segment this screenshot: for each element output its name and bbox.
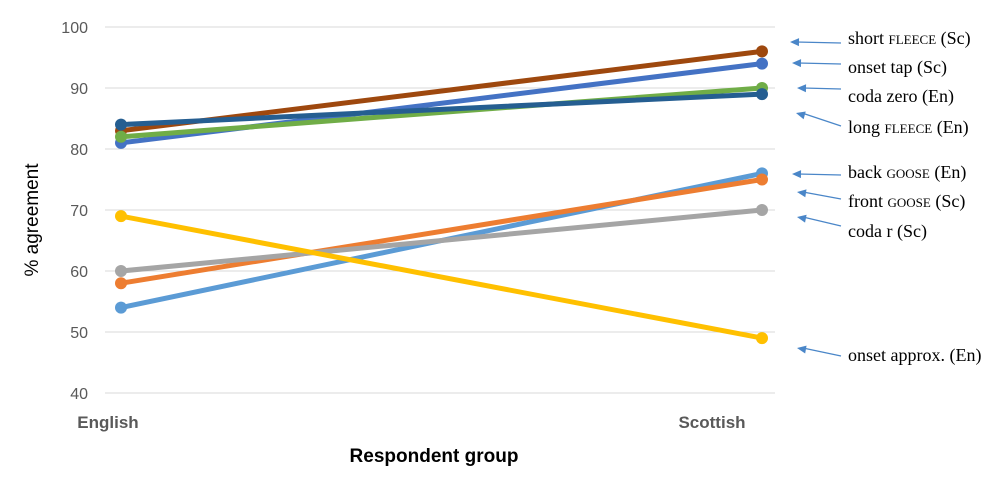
- legend-arrow-line: [802, 191, 842, 200]
- legend: short FLEECE (Sc) onset tap (Sc) coda zero…: [790, 28, 981, 366]
- legend-label-tail: (En): [932, 117, 968, 138]
- legend-entry: coda zero (En): [797, 84, 954, 107]
- x-axis-title: Respondent group: [350, 446, 519, 467]
- legend-label-tail: (En): [930, 162, 966, 183]
- series-line: [118, 91, 765, 128]
- series-7: [115, 210, 768, 345]
- legend-label-smallcaps: FLEECE: [885, 121, 933, 136]
- data-point: [756, 332, 768, 345]
- legend-entry: long FLEECE (En): [796, 111, 969, 138]
- legend-entry: coda r (Sc): [797, 214, 927, 242]
- x-axis-categories: English Scottish: [77, 413, 745, 432]
- legend-entry: back GOOSE (En): [792, 162, 966, 183]
- legend-arrowhead-icon: [797, 214, 807, 223]
- data-point: [115, 210, 127, 223]
- y-tick-label: 70: [70, 203, 88, 220]
- legend-label-main: long: [848, 117, 885, 137]
- legend-entry: front GOOSE (Sc): [797, 189, 965, 212]
- data-point: [115, 130, 127, 143]
- legend-label-main: coda zero (En): [848, 86, 954, 107]
- legend-label-main: front: [848, 191, 888, 211]
- legend-arrow-line: [802, 87, 842, 90]
- series-6: [115, 204, 768, 277]
- legend-label-smallcaps: GOOSE: [886, 166, 929, 181]
- data-point: [115, 301, 127, 314]
- legend-label: short FLEECE (Sc): [848, 28, 971, 49]
- y-tick-label: 80: [70, 142, 88, 159]
- series-line: [118, 213, 765, 341]
- series-line: [118, 207, 765, 274]
- legend-arrowhead-icon: [797, 84, 807, 93]
- series-0: [115, 45, 768, 137]
- legend-label-main: short: [848, 28, 889, 48]
- legend-arrowhead-icon: [797, 189, 807, 198]
- y-axis-ticks: 40 50 60 70 80 90 100: [61, 20, 88, 403]
- legend-arrow-line: [802, 347, 842, 357]
- data-point: [115, 277, 127, 290]
- series-line: [118, 177, 765, 286]
- data-point: [115, 265, 127, 277]
- legend-label-smallcaps: FLEECE: [889, 32, 937, 47]
- legend-label: long FLEECE (En): [848, 117, 969, 138]
- legend-label-main: back: [848, 162, 886, 182]
- legend-arrow-line: [802, 216, 842, 227]
- y-tick-label: 100: [61, 20, 88, 37]
- series-line: [118, 85, 765, 140]
- legend-label-tail: (Sc): [936, 28, 971, 49]
- legend-label-smallcaps: GOOSE: [888, 195, 931, 210]
- legend-entry: short FLEECE (Sc): [790, 28, 971, 49]
- legend-arrow-line: [801, 112, 842, 127]
- legend-arrow-line: [797, 62, 842, 65]
- legend-arrowhead-icon: [792, 59, 802, 68]
- legend-arrow-line: [797, 173, 842, 176]
- legend-label: onset tap (Sc): [848, 57, 947, 78]
- data-point: [756, 173, 768, 186]
- y-tick-label: 50: [70, 325, 88, 342]
- legend-label: back GOOSE (En): [848, 162, 966, 183]
- y-tick-label: 90: [70, 81, 88, 98]
- legend-arrowhead-icon: [796, 111, 806, 120]
- data-point: [756, 57, 768, 70]
- y-tick-label: 60: [70, 264, 88, 281]
- legend-entry: onset tap (Sc): [792, 57, 947, 78]
- series-1: [115, 57, 768, 149]
- legend-arrow-line: [795, 41, 842, 44]
- legend-label-main: onset approx. (En): [848, 345, 981, 366]
- legend-label-tail: (Sc): [931, 191, 966, 212]
- data-point: [756, 88, 768, 101]
- y-tick-label: 40: [70, 386, 88, 403]
- series-lines: [115, 45, 768, 345]
- legend-label-main: onset tap (Sc): [848, 57, 947, 78]
- legend-arrowhead-icon: [790, 38, 800, 47]
- legend-label: coda r (Sc): [848, 221, 927, 242]
- legend-label: front GOOSE (Sc): [848, 191, 965, 212]
- data-point: [756, 45, 768, 58]
- legend-label: coda zero (En): [848, 86, 954, 107]
- legend-arrowhead-icon: [792, 170, 802, 179]
- series-3: [115, 88, 768, 131]
- legend-label: onset approx. (En): [848, 345, 981, 366]
- legend-label-main: coda r (Sc): [848, 221, 927, 242]
- x-category-label: Scottish: [678, 413, 745, 432]
- x-category-label: English: [77, 413, 138, 432]
- data-point: [115, 118, 127, 131]
- legend-entry: onset approx. (En): [797, 345, 981, 366]
- y-axis-title: % agreement: [22, 163, 43, 277]
- data-point: [756, 204, 768, 216]
- series-5: [115, 173, 768, 290]
- legend-arrowhead-icon: [797, 345, 807, 354]
- gridlines: [105, 26, 775, 394]
